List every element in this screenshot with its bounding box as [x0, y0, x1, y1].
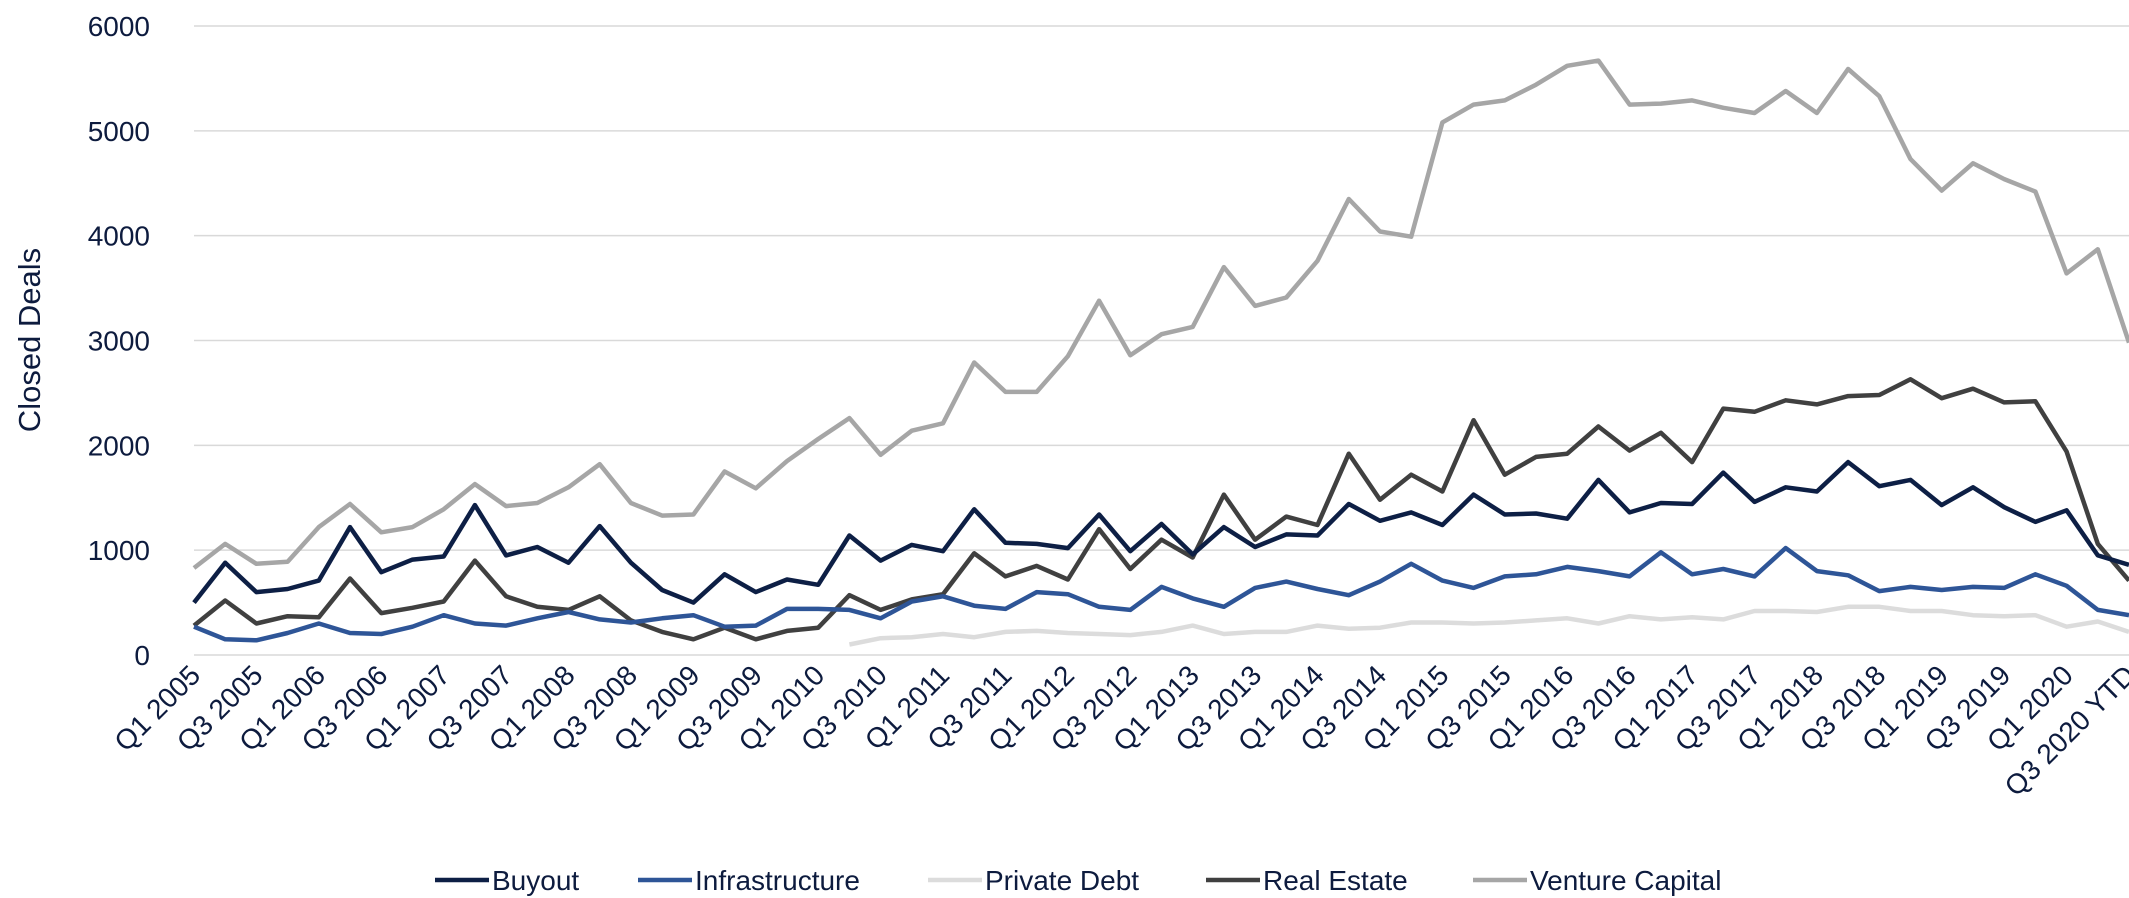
y-tick-label: 0 — [134, 640, 150, 671]
y-tick-label: 2000 — [88, 430, 150, 461]
series-line — [193, 545, 2129, 643]
series-line — [192, 459, 2129, 605]
legend-label: Infrastructure — [695, 865, 860, 896]
legend-label: Venture Capital — [1530, 865, 1721, 896]
y-axis-label: Closed Deals — [12, 248, 47, 432]
legend-label: Buyout — [492, 865, 579, 896]
y-tick-label: 3000 — [88, 326, 150, 357]
y-tick-label: 5000 — [88, 116, 150, 147]
y-tick-label: 4000 — [88, 221, 150, 252]
series-line — [848, 604, 2129, 647]
plot-area — [192, 58, 2129, 647]
legend-label: Real Estate — [1263, 865, 1408, 896]
series-line — [192, 58, 2129, 570]
series-line — [192, 377, 2129, 642]
y-tick-label: 1000 — [88, 535, 150, 566]
y-tick-label: 6000 — [88, 11, 150, 42]
legend-label: Private Debt — [985, 865, 1139, 896]
